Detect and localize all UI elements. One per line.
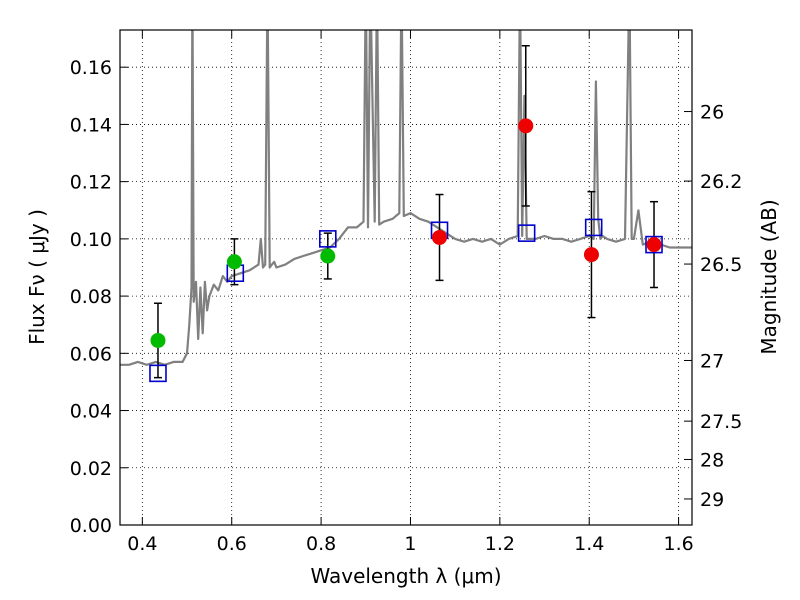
y-tick-label: 0.14 — [70, 114, 112, 136]
ticks: 0.4 0.6 0.8 1 1.2 1.4 1.6 0.00 0.02 0.04 0.06 0.08 0… — [70, 30, 742, 555]
y-tick-label: 0.16 — [70, 57, 112, 79]
model-square-marker — [318, 230, 337, 248]
plot-layer — [120, 30, 692, 383]
y-tick-label: 0.08 — [70, 286, 112, 308]
photometry-point — [432, 229, 448, 245]
model-square-marker — [584, 218, 603, 237]
x-tick-label: 1.6 — [663, 533, 693, 555]
x-axis-title: Wavelength λ (μm) — [310, 564, 501, 588]
right-tick-label: 26.2 — [700, 171, 742, 193]
y-tick-label: 0.12 — [70, 172, 112, 194]
y-tick-label: 0.04 — [70, 401, 112, 423]
x-tick-label: 1.2 — [485, 533, 515, 555]
right-tick-label: 29 — [700, 489, 724, 511]
plot-area — [120, 30, 692, 525]
model-square-marker — [645, 235, 663, 254]
right-tick-label: 27.5 — [700, 411, 742, 433]
photometry-point — [320, 248, 336, 264]
photometry-point — [583, 247, 599, 263]
y-tick-label: 0.00 — [70, 515, 112, 537]
right-axis-title: Magnitude (AB) — [757, 199, 781, 354]
spectrum-line — [120, 30, 692, 366]
right-tick-label: 26 — [700, 102, 724, 124]
x-tick-label: 1.4 — [574, 533, 604, 555]
right-tick-label: 26.5 — [700, 254, 742, 276]
x-tick-label: 0.6 — [217, 533, 247, 555]
photometry-point — [646, 237, 662, 253]
right-tick-label: 28 — [700, 449, 724, 471]
y-tick-label: 0.06 — [70, 343, 112, 365]
y-axis-title: Flux Fν ( μJy ) — [25, 209, 49, 345]
y-tick-label: 0.02 — [70, 458, 112, 480]
photometry-point — [150, 332, 166, 348]
plot-frame — [119, 29, 693, 526]
y-tick-label: 0.10 — [70, 229, 112, 251]
model-square-marker — [517, 224, 536, 242]
photometry-point — [518, 118, 534, 134]
model-square-marker — [149, 364, 167, 383]
right-tick-label: 27 — [700, 350, 724, 372]
x-tick-label: 0.8 — [306, 533, 336, 555]
x-tick-label: 1 — [404, 533, 416, 555]
photometry-point — [226, 254, 242, 270]
x-tick-label: 0.4 — [127, 533, 157, 555]
